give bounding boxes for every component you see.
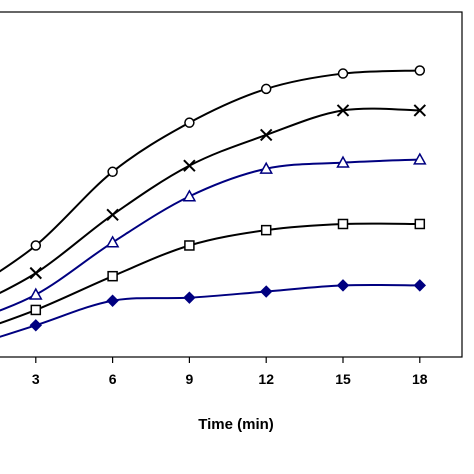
x-axis-ticks [35, 357, 421, 363]
x-tick-label: 15 [335, 371, 351, 387]
data-point-x [29, 266, 43, 280]
data-point-diamond [336, 279, 350, 292]
data-point-square [414, 218, 426, 230]
data-point-circle [337, 68, 349, 79]
data-point-triangle [105, 235, 120, 248]
data-point-circle [184, 117, 195, 128]
data-point-triangle [182, 189, 197, 202]
data-point-square [337, 218, 349, 230]
data-point-square [30, 304, 42, 316]
data-point-x [336, 104, 350, 117]
plot-area-frame [0, 11, 463, 358]
data-point-x [259, 128, 273, 142]
x-tick-label: 18 [412, 371, 428, 387]
data-point-triangle [336, 155, 350, 168]
x-tick-label: 3 [32, 371, 40, 387]
data-point-diamond [259, 285, 273, 298]
x-axis-title: Time (min) [198, 416, 274, 433]
x-tick-label: 9 [186, 371, 194, 387]
x-axis-tick-labels: 3 6 9 12 15 18 [32, 371, 428, 387]
data-point-diamond [413, 279, 427, 292]
data-point-diamond [29, 319, 43, 332]
data-point-circle [414, 65, 426, 76]
data-point-triangle [413, 152, 427, 165]
data-point-x [106, 208, 119, 221]
series-x [0, 104, 427, 295]
data-point-diamond [183, 291, 196, 304]
data-point-square [184, 240, 195, 251]
data-point-x [183, 159, 196, 172]
data-point-triangle [259, 161, 273, 174]
data-point-x [413, 104, 427, 117]
data-point-triangle [29, 287, 43, 300]
series-diamond [0, 279, 427, 338]
data-point-circle [30, 240, 42, 251]
series-layer [0, 65, 427, 338]
data-point-circle [107, 166, 118, 178]
data-point-square [107, 270, 118, 282]
x-tick-label: 12 [258, 371, 274, 387]
x-tick-label: 6 [109, 371, 117, 387]
series-triangle [0, 152, 427, 312]
data-point-circle [260, 83, 272, 95]
series-circle [0, 65, 426, 273]
series-square [0, 218, 426, 325]
data-point-diamond [106, 294, 119, 307]
data-point-square [260, 224, 272, 236]
